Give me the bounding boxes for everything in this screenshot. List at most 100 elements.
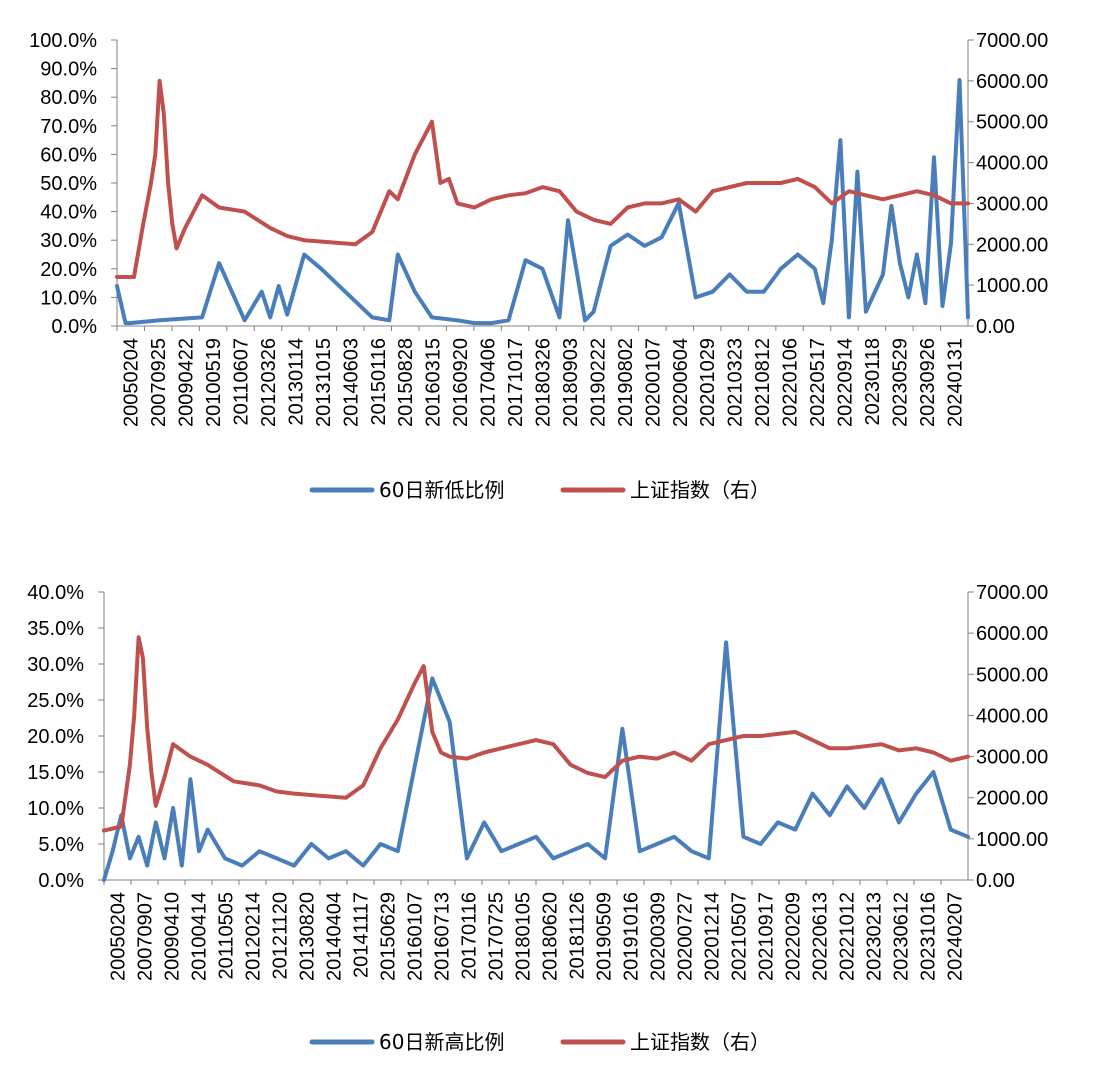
high-left-tick-label: 10.0%: [27, 798, 84, 820]
low-x-tick-label: 20100519: [203, 338, 225, 427]
high-right-tick-label: 1000.00: [976, 829, 1048, 851]
high-x-tick-label: 20201214: [702, 892, 724, 981]
high-right-tick-label: 0.00: [976, 870, 1015, 892]
high-x-tick-label: 20100414: [189, 892, 211, 981]
low-x-tick-label: 20190222: [587, 338, 609, 427]
high-series-line-ratio: [102, 640, 970, 882]
high-x-tick-label: 20220209: [783, 892, 805, 981]
high-right-tick-label: 5000.00: [976, 664, 1048, 686]
high-x-tick-label: 20231016: [918, 892, 940, 981]
high-right-tick-label: 6000.00: [976, 623, 1048, 645]
high-x-tick-label: 20121120: [270, 892, 292, 980]
low-x-tick-label: 20150828: [395, 338, 417, 427]
high-x-tick-label: 20160107: [405, 892, 427, 981]
high-left-tick-label: 0.0%: [38, 870, 84, 892]
low-left-tick-label: 70.0%: [40, 116, 97, 138]
low-x-tick-label: 20130114: [285, 338, 307, 426]
high-x-tick-label: 20160713: [432, 892, 454, 981]
low-left-tick-label: 40.0%: [40, 202, 97, 224]
high-left-tick-label: 25.0%: [27, 690, 84, 712]
high-x-tick-label: 20210507: [729, 892, 751, 981]
low-legend-label-1: 上证指数（右）: [630, 478, 770, 502]
high-x-tick-label: 20141117: [351, 892, 373, 978]
low-left-tick-label: 30.0%: [40, 230, 97, 252]
high-left-tick-label: 20.0%: [27, 726, 84, 748]
low-x-tick-label: 20240131: [944, 338, 966, 427]
high-left-tick-label: 30.0%: [27, 654, 84, 676]
high-right-tick-label: 2000.00: [976, 788, 1048, 810]
low-x-tick-label: 20180326: [533, 338, 555, 427]
high-x-tick-label: 20150629: [378, 892, 400, 981]
high-x-tick-label: 20181126: [567, 892, 589, 980]
low-x-tick-label: 20200604: [670, 338, 692, 427]
low-left-tick-label: 10.0%: [40, 287, 97, 309]
low-left-tick-label: 50.0%: [40, 173, 97, 195]
low-x-tick-label: 20201029: [697, 338, 719, 427]
low-legend-label-0: 60日新低比例: [379, 478, 504, 502]
low-right-tick-label: 7000.00: [976, 30, 1048, 52]
high-left-tick-label: 40.0%: [27, 582, 84, 604]
low-x-tick-label: 20220517: [807, 338, 829, 427]
high-right-tick-label: 3000.00: [976, 747, 1048, 769]
low-x-tick-label: 20131015: [313, 338, 335, 427]
low-x-tick-label: 20210812: [752, 338, 774, 427]
high-x-tick-label: 20110505: [216, 892, 238, 980]
low-x-tick-label: 20230118: [862, 338, 884, 426]
low-x-tick-label: 20150116: [368, 338, 390, 426]
high-x-tick-label: 20200727: [675, 892, 697, 981]
low-x-tick-label: 20110607: [231, 338, 253, 426]
low-x-tick-label: 20220914: [834, 338, 856, 427]
high-x-tick-label: 20140404: [324, 892, 346, 981]
new-low-chart: 0.0% 10.0% 20.0% 30.0% 40.0% 50.0% 60.0% 70.0% 8…: [0, 0, 1095, 520]
low-left-tick-label: 100.0%: [29, 30, 97, 52]
low-right-tick-label: 4000.00: [976, 153, 1048, 175]
low-left-tick-label: 20.0%: [40, 259, 97, 281]
high-x-tick-label: 20180105: [513, 892, 535, 981]
high-x-tick-label: 20190509: [594, 892, 616, 981]
low-x-tick-label: 20230926: [917, 338, 939, 427]
low-right-tick-label: 1000.00: [976, 275, 1048, 297]
low-right-tick-label: 2000.00: [976, 234, 1048, 256]
low-right-tick-label: 0.00: [976, 316, 1015, 338]
high-legend-label-1: 上证指数（右）: [630, 1030, 770, 1054]
new-low-chart-svg: 0.0% 10.0% 20.0% 30.0% 40.0% 50.0% 60.0% 70.0% 8…: [29, 30, 1048, 502]
low-right-tick-label: 6000.00: [976, 71, 1048, 93]
low-x-tick-label: 20230529: [889, 338, 911, 427]
low-left-tick-label: 80.0%: [40, 87, 97, 109]
low-x-tick-label: 20210323: [725, 338, 747, 427]
high-x-tick-label: 20191016: [621, 892, 643, 981]
high-x-tick-label: 20210917: [756, 892, 778, 981]
high-left-tick-label: 15.0%: [27, 762, 84, 784]
low-left-tick-label: 0.0%: [51, 316, 97, 338]
low-x-tick-label: 20070925: [148, 338, 170, 427]
low-x-tick-label: 20160920: [450, 338, 472, 427]
high-x-tick-label: 20120214: [243, 892, 265, 981]
high-x-tick-label: 20170116: [459, 892, 481, 980]
high-x-tick-label: 20230213: [864, 892, 886, 981]
high-x-tick-label: 20240207: [945, 892, 967, 981]
low-right-tick-label: 3000.00: [976, 193, 1048, 215]
high-x-tick-label: 20221012: [837, 892, 859, 981]
low-x-tick-label: 20171017: [505, 338, 527, 427]
low-x-tick-label: 20200107: [642, 338, 664, 427]
low-x-tick-label: 20120326: [258, 338, 280, 427]
low-x-tick-label: 20050204: [121, 338, 143, 427]
low-x-tick-label: 20160315: [423, 338, 445, 427]
high-x-tick-label: 20050204: [108, 892, 130, 981]
low-series-line-ratio: [115, 78, 970, 326]
new-high-chart-svg: 0.0% 5.0% 10.0% 15.0% 20.0% 25.0% 30.0% 35.0% 40…: [27, 582, 1048, 1054]
low-x-tick-label: 20140603: [340, 338, 362, 427]
high-x-tick-label: 20130820: [297, 892, 319, 981]
low-x-tick-label: 20170406: [478, 338, 500, 427]
low-x-tick-label: 20180903: [560, 338, 582, 427]
high-x-tick-label: 20180620: [540, 892, 562, 981]
high-x-tick-label: 20070907: [135, 892, 157, 981]
high-x-tick-label: 20200309: [648, 892, 670, 981]
low-x-tick-label: 20220106: [780, 338, 802, 427]
low-right-tick-label: 5000.00: [976, 112, 1048, 134]
low-left-tick-label: 60.0%: [40, 144, 97, 166]
low-x-tick-label: 20090422: [176, 338, 198, 427]
high-x-tick-label: 20090410: [162, 892, 184, 981]
high-left-tick-label: 5.0%: [38, 834, 84, 856]
high-series-line-index: [102, 635, 970, 833]
